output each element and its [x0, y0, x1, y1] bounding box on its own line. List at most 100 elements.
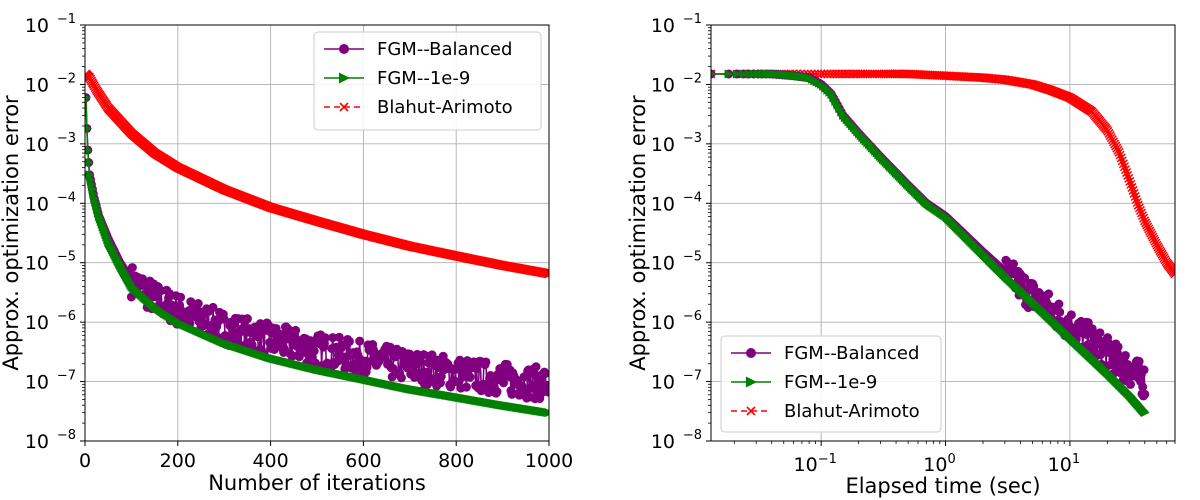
- tick-exponent: −2: [57, 71, 76, 86]
- y-tick-label: 10 −5: [651, 250, 702, 275]
- legend-label: FGM--1e-9: [377, 68, 470, 89]
- data-point: [1116, 153, 1126, 163]
- data-point: [1132, 197, 1142, 208]
- x-tick-label: 0: [79, 450, 91, 472]
- tick-exponent: −1: [57, 12, 76, 27]
- data-point: [1140, 389, 1150, 399]
- data-point: [208, 302, 218, 312]
- data-point: [472, 363, 482, 373]
- x-tick-label: 10−1: [794, 452, 837, 476]
- data-point: [1130, 191, 1140, 202]
- legend-marker-x: [746, 406, 756, 416]
- legend-marker-triangle: [339, 72, 350, 84]
- tick-base: 10: [25, 312, 49, 334]
- tick-exponent: −6: [683, 309, 702, 324]
- data-point: [1134, 203, 1144, 213]
- y-tick-label: 10 −8: [25, 428, 76, 453]
- data-point: [1127, 182, 1137, 192]
- data-point: [465, 372, 475, 382]
- legend-marker-circle: [746, 348, 756, 358]
- right-chart-panel: 10−1 100 10110−810−710−610−510−410−310−210…: [626, 12, 1176, 498]
- data-point: [355, 336, 365, 346]
- legend-marker-x: [339, 102, 349, 112]
- data-point: [1055, 307, 1065, 317]
- data-point: [1128, 185, 1138, 195]
- series-blahut-arimoto: [711, 69, 1175, 279]
- y-tick-label: 10 −8: [651, 428, 702, 453]
- legend: FGM--Balanced FGM--1e-9 Blahut-Arimoto: [720, 335, 942, 433]
- tick-exponent: −1: [818, 452, 837, 467]
- data-point: [1134, 356, 1144, 366]
- tick-base: 10: [1048, 454, 1072, 476]
- x-tick-label: 101: [1048, 452, 1080, 476]
- legend-item: FGM--1e-9: [324, 68, 470, 89]
- data-point: [540, 369, 549, 379]
- tick-base: 10: [794, 454, 818, 476]
- tick-exponent: −8: [57, 428, 76, 443]
- data-point: [85, 94, 91, 101]
- tick-exponent: −6: [57, 309, 76, 324]
- series-fgm-1e-9: [711, 69, 1150, 418]
- data-point: [291, 325, 301, 335]
- data-point: [1135, 205, 1145, 215]
- data-point: [1122, 168, 1132, 178]
- data-point: [1029, 281, 1039, 291]
- data-point: [545, 408, 549, 418]
- data-point: [193, 299, 203, 309]
- y-axis-label: Approx. optimization error: [0, 95, 23, 371]
- tick-exponent: 0: [947, 452, 955, 467]
- y-tick-label: 10 −1: [651, 12, 702, 37]
- data-point: [1138, 211, 1148, 221]
- tick-base: 10: [651, 193, 675, 215]
- data-point: [1119, 162, 1129, 172]
- data-point: [1120, 165, 1131, 175]
- y-tick-label: 10 −2: [25, 71, 76, 96]
- tick-base: 10: [651, 74, 675, 96]
- data-point: [127, 263, 137, 273]
- plot-frame: [84, 24, 550, 442]
- y-tick-label: 10 −6: [651, 309, 702, 334]
- y-axis-label: Approx. optimization error: [626, 95, 650, 371]
- y-tick-label: 10 −4: [651, 190, 702, 215]
- x-axis-label: Number of iterations: [208, 471, 426, 495]
- data-point: [1118, 159, 1128, 169]
- tick-base: 10: [25, 431, 49, 453]
- x-tick-label: 600: [345, 450, 381, 472]
- data-point: [1120, 350, 1130, 360]
- data-point: [1008, 259, 1018, 269]
- data-point: [1113, 342, 1123, 352]
- legend-box: [313, 31, 542, 131]
- plot-area: [85, 69, 549, 418]
- data-point: [724, 69, 734, 79]
- series-blahut-arimoto: [85, 69, 549, 279]
- legend-label: FGM--1e-9: [784, 372, 877, 393]
- data-point: [749, 69, 759, 79]
- data-point: [1115, 150, 1125, 160]
- data-point: [1117, 156, 1127, 166]
- tick-exponent: −4: [683, 190, 702, 205]
- series-line: [711, 73, 1175, 275]
- data-point: [1129, 188, 1139, 198]
- tick-exponent: −4: [57, 190, 76, 205]
- legend-item: FGM--Balanced: [731, 343, 919, 364]
- data-point: [1124, 173, 1134, 183]
- tick-base: 10: [651, 431, 675, 453]
- data-point: [739, 69, 749, 79]
- data-point: [534, 381, 544, 391]
- y-tick-label: 10 −5: [25, 250, 76, 275]
- tick-base: 10: [25, 253, 49, 275]
- data-point: [1136, 208, 1147, 218]
- tick-base: 10: [25, 372, 49, 394]
- tick-base: 10: [25, 74, 49, 96]
- tick-exponent: −5: [683, 250, 702, 265]
- tick-exponent: −7: [683, 369, 702, 384]
- data-point: [481, 357, 491, 367]
- tick-exponent: −2: [683, 71, 702, 86]
- legend: FGM--Balanced FGM--1e-9 Blahut-Arimoto: [313, 31, 542, 131]
- data-point: [1126, 179, 1136, 189]
- data-point: [320, 333, 330, 343]
- data-point: [294, 352, 304, 362]
- tick-base: 10: [651, 372, 675, 394]
